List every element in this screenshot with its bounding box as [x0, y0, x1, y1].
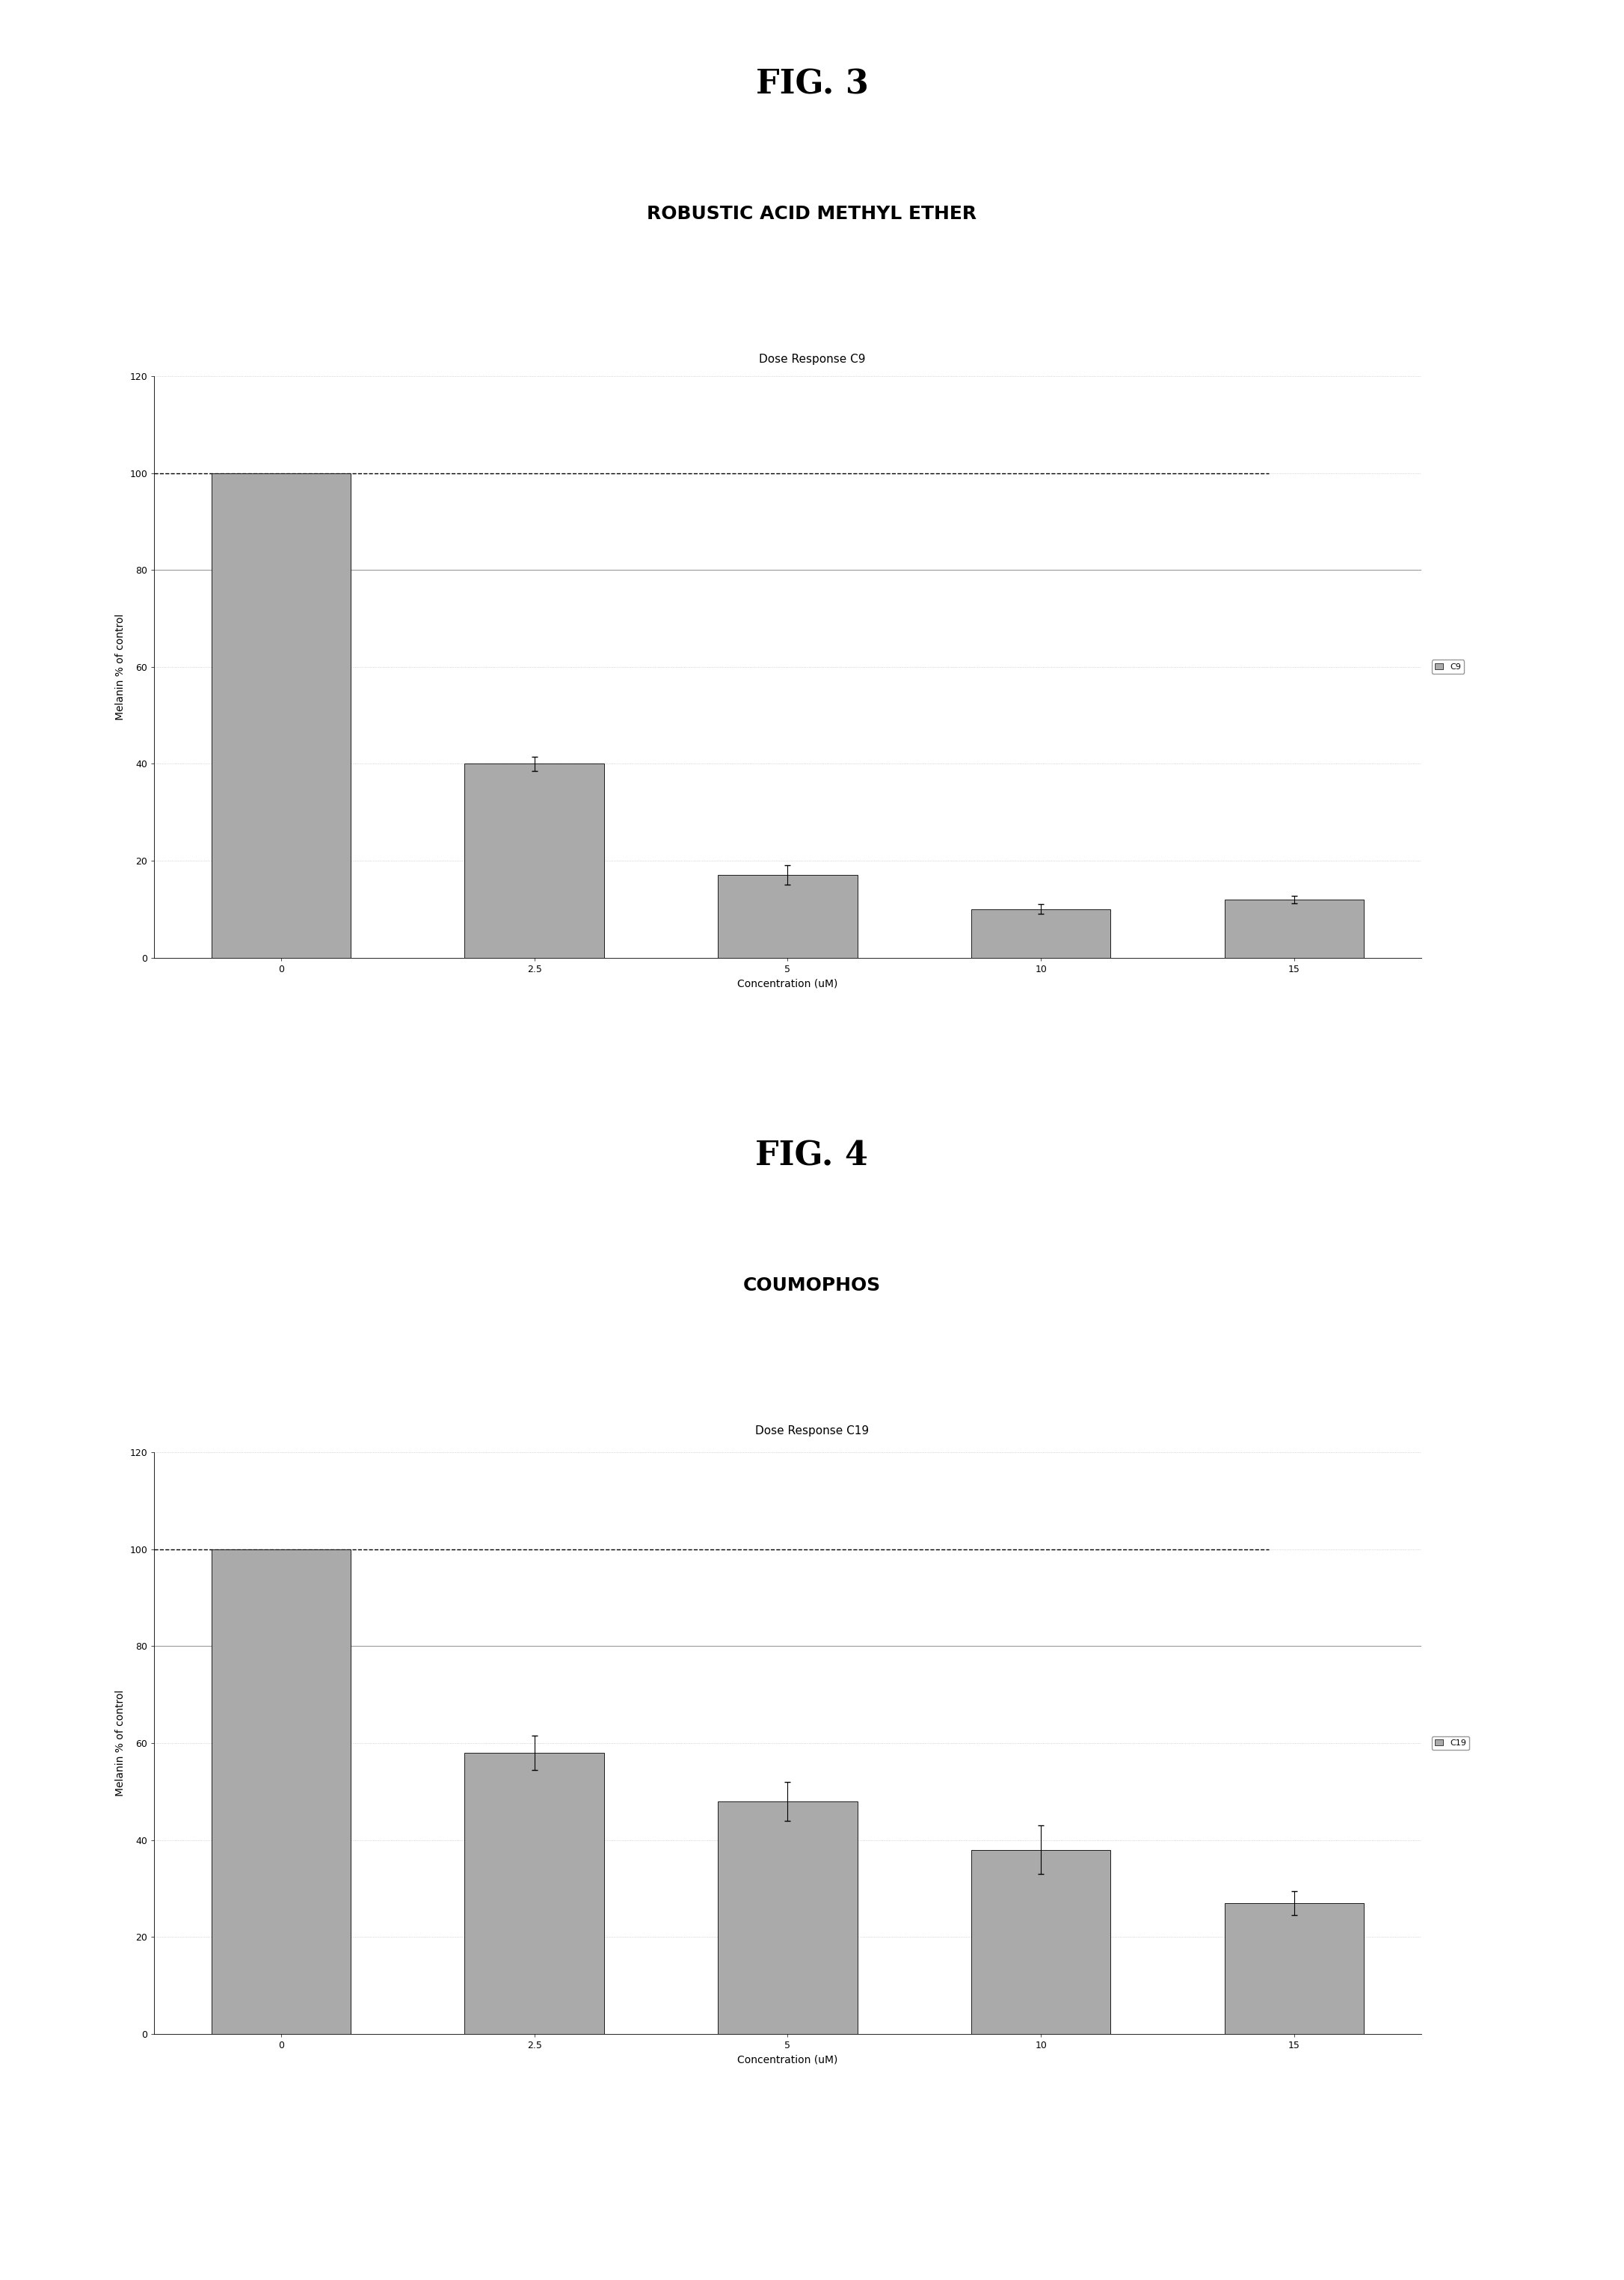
Text: FIG. 3: FIG. 3: [755, 68, 869, 100]
Y-axis label: Melanin % of control: Melanin % of control: [115, 613, 125, 720]
Bar: [971, 910, 1111, 958]
Bar: [718, 1801, 857, 2034]
Bar: [1224, 901, 1364, 958]
Bar: [211, 474, 351, 958]
Bar: [464, 1753, 604, 2034]
Bar: [718, 876, 857, 958]
Text: Dose Response C19: Dose Response C19: [755, 1425, 869, 1436]
Text: COUMOPHOS: COUMOPHOS: [744, 1277, 880, 1295]
Bar: [211, 1550, 351, 2034]
Text: Dose Response C9: Dose Response C9: [758, 353, 866, 365]
Legend: C9: C9: [1431, 659, 1465, 675]
X-axis label: Concentration (uM): Concentration (uM): [737, 2054, 838, 2066]
Legend: C19: C19: [1431, 1735, 1470, 1751]
Text: FIG. 4: FIG. 4: [755, 1140, 869, 1172]
Text: ROBUSTIC ACID METHYL ETHER: ROBUSTIC ACID METHYL ETHER: [646, 205, 978, 223]
Bar: [971, 1849, 1111, 2034]
Bar: [464, 764, 604, 958]
Bar: [1224, 1904, 1364, 2034]
X-axis label: Concentration (uM): Concentration (uM): [737, 978, 838, 990]
Y-axis label: Melanin % of control: Melanin % of control: [115, 1689, 125, 1797]
